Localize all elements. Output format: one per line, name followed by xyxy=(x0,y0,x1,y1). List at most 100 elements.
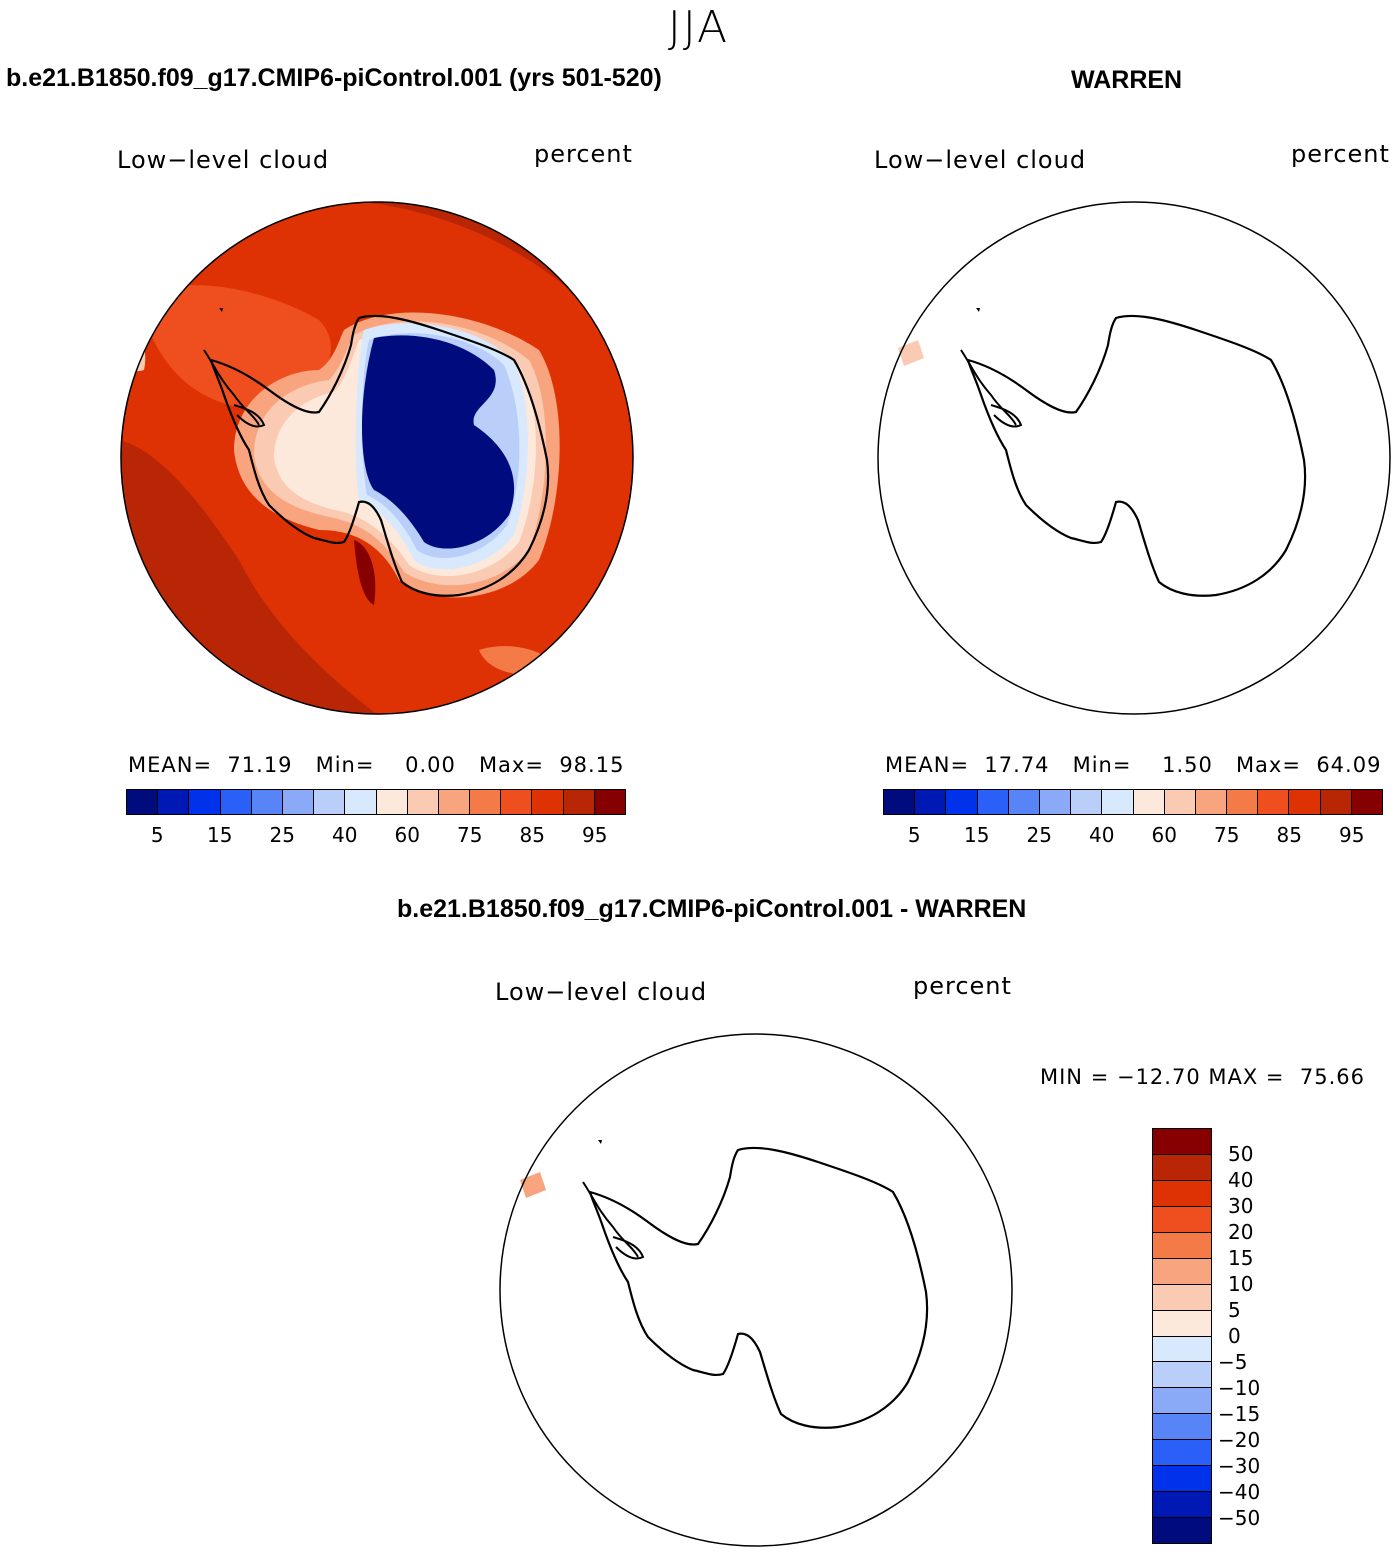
colorbar-swatch xyxy=(1227,790,1259,814)
colorbar-swatch xyxy=(884,790,916,814)
colorbar-tick-label: 0 xyxy=(1228,1324,1241,1348)
colorbar-swatch xyxy=(1008,790,1040,814)
colorbar-swatch xyxy=(1351,790,1382,814)
diff-coastline xyxy=(588,1146,929,1429)
colorbar-swatch xyxy=(1153,1310,1211,1337)
colorbar-swatch xyxy=(407,790,439,814)
colorbar-tick-label: −30 xyxy=(1218,1454,1261,1478)
panel1-map-border xyxy=(120,201,634,715)
colorbar-swatch xyxy=(1153,1258,1211,1285)
colorbar-swatch xyxy=(127,790,159,814)
panel1-polar-map xyxy=(120,201,634,715)
colorbar-swatch xyxy=(220,790,252,814)
colorbar-tick-label: −15 xyxy=(1218,1402,1261,1426)
panel1-title: b.e21.B1850.f09_g17.CMIP6-piControl.001 … xyxy=(6,64,662,92)
diff-peninsula-coast xyxy=(582,1181,645,1260)
colorbar-tick-label: 60 xyxy=(1151,823,1177,847)
panel2-island xyxy=(976,308,980,312)
diff-minmax: MIN = −12.70 MAX = 75.66 xyxy=(1040,1065,1365,1089)
colorbar-swatch xyxy=(1133,790,1165,814)
diff-data-patch xyxy=(520,1172,546,1198)
colorbar-tick-label: −40 xyxy=(1218,1480,1261,1504)
colorbar-tick-label: 75 xyxy=(1214,823,1240,847)
diff-map-border xyxy=(499,1033,1013,1547)
colorbar-tick-label: 40 xyxy=(1228,1168,1254,1192)
panel1-peninsula-coast xyxy=(203,349,266,428)
colorbar-swatch xyxy=(1164,790,1196,814)
panel1-mean-value: 71.19 xyxy=(227,753,293,777)
colorbar-swatch xyxy=(1039,790,1072,814)
colorbar-tick-label: 20 xyxy=(1228,1220,1254,1244)
colorbar-swatch xyxy=(1289,790,1321,814)
panel1-min-value: 0.00 xyxy=(405,753,456,777)
panel2-max-value: 64.09 xyxy=(1316,753,1382,777)
colorbar-swatch xyxy=(532,790,564,814)
colorbar-tick-label: 5 xyxy=(907,823,921,847)
colorbar-tick-label: 95 xyxy=(582,823,608,847)
colorbar-swatch xyxy=(1153,1232,1211,1259)
panel1-units-label: percent xyxy=(534,140,633,168)
field-region-maximum xyxy=(354,540,376,605)
diff-colorbar xyxy=(1152,1128,1212,1544)
panel1-island xyxy=(219,308,223,312)
colorbar-swatch xyxy=(158,790,190,814)
colorbar-swatch xyxy=(1258,790,1290,814)
colorbar-tick-label: 50 xyxy=(1228,1142,1254,1166)
diff-variable-label: Low−level cloud xyxy=(495,978,708,1006)
colorbar-tick-label: 15 xyxy=(207,823,233,847)
colorbar-tick-label: 85 xyxy=(1276,823,1302,847)
diff-island xyxy=(598,1140,602,1144)
colorbar-swatch xyxy=(189,790,221,814)
colorbar-swatch xyxy=(594,790,625,814)
colorbar-swatch xyxy=(1153,1336,1211,1363)
diff-polar-map xyxy=(499,1033,1013,1547)
colorbar-tick-label: 40 xyxy=(332,823,358,847)
colorbar-swatch xyxy=(501,790,533,814)
panel2-coastline xyxy=(966,314,1307,597)
colorbar-tick-label: −10 xyxy=(1218,1376,1261,1400)
panel2-stats: MEAN= 17.74 Min= 1.50 Max= 64.09 xyxy=(885,753,1381,777)
panel2-map-border xyxy=(877,201,1391,715)
panel2-title: WARREN xyxy=(1071,66,1183,94)
panel1-colorbar xyxy=(126,789,626,815)
colorbar-swatch xyxy=(1153,1129,1211,1155)
panel1-variable-label: Low−level cloud xyxy=(117,146,330,174)
panel2-mean-value: 17.74 xyxy=(984,753,1050,777)
panel1-min-label: Min= xyxy=(315,753,375,777)
colorbar-swatch xyxy=(251,790,283,814)
panel1-coastline xyxy=(209,314,550,597)
colorbar-swatch xyxy=(345,790,377,814)
season-title: JJA xyxy=(667,2,730,53)
colorbar-tick-label: −20 xyxy=(1218,1428,1261,1452)
diff-title: b.e21.B1850.f09_g17.CMIP6-piControl.001 … xyxy=(397,895,1027,923)
colorbar-swatch xyxy=(1153,1440,1211,1467)
colorbar-tick-label: 75 xyxy=(457,823,483,847)
colorbar-swatch xyxy=(1153,1180,1211,1207)
colorbar-tick-label: 15 xyxy=(1228,1246,1254,1270)
colorbar-swatch xyxy=(1153,1362,1211,1389)
panel2-colorbar xyxy=(883,789,1383,815)
colorbar-tick-label: 10 xyxy=(1228,1272,1254,1296)
panel2-peninsula-coast xyxy=(960,349,1023,428)
colorbar-swatch xyxy=(470,790,502,814)
colorbar-swatch xyxy=(1320,790,1352,814)
colorbar-tick-label: −50 xyxy=(1218,1506,1261,1530)
colorbar-swatch xyxy=(1153,1388,1211,1415)
colorbar-swatch xyxy=(282,790,315,814)
colorbar-tick-label: 25 xyxy=(269,823,295,847)
colorbar-tick-label: 85 xyxy=(519,823,545,847)
colorbar-swatch xyxy=(1071,790,1103,814)
colorbar-swatch xyxy=(946,790,978,814)
diff-colorbar-labels: 50 40 30 20 15 10 5 0 −5 −10 −15 −20 −30 −40 −50 xyxy=(1218,1128,1298,1544)
field-region-west-edge xyxy=(121,336,146,372)
colorbar-tick-label: 5 xyxy=(150,823,164,847)
colorbar-swatch xyxy=(1195,790,1228,814)
colorbar-swatch xyxy=(977,790,1009,814)
panel2-colorbar-labels: 5 15 25 40 60 75 85 95 xyxy=(883,823,1383,849)
panel1-colorbar-labels: 5 15 25 40 60 75 85 95 xyxy=(126,823,626,849)
colorbar-tick-label: 60 xyxy=(394,823,420,847)
colorbar-swatch xyxy=(563,790,595,814)
panel2-data-patch xyxy=(898,340,924,366)
colorbar-swatch xyxy=(1153,1154,1211,1181)
panel2-max-label: Max= xyxy=(1235,753,1301,777)
